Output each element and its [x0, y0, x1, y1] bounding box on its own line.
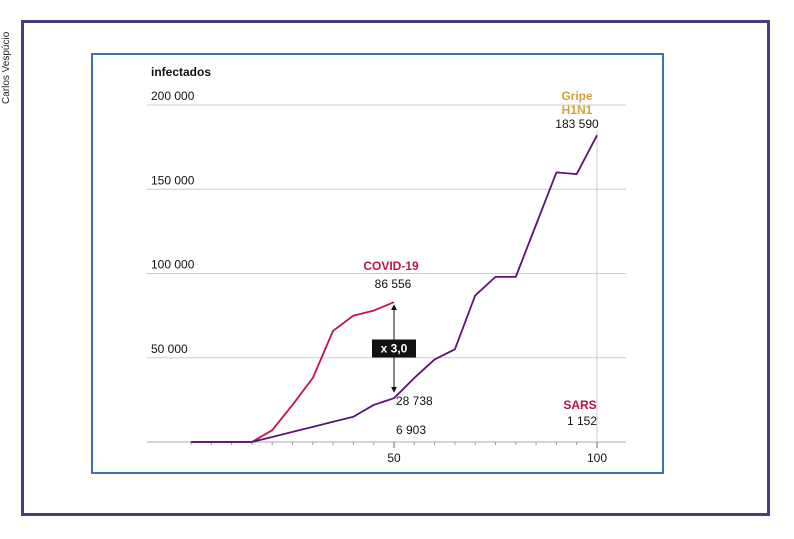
h1n1-label-line2: H1N1: [562, 103, 593, 117]
covid-end-value: 86 556: [375, 277, 412, 291]
h1n1-series-line: [191, 134, 598, 443]
sars-mid-value: 6 903: [396, 423, 426, 437]
h1n1-end-value: 183 590: [555, 117, 599, 131]
y-tick-label: 100 000: [151, 258, 195, 272]
x-tick-label: 100: [587, 451, 607, 465]
x-tick-label: 50: [387, 451, 401, 465]
ratio-box: [372, 339, 416, 358]
chart-frame: [91, 53, 664, 474]
y-axis-label: infectados: [151, 65, 211, 79]
covid-label: COVID-19: [363, 259, 419, 273]
y-tick-label: 200 000: [151, 89, 195, 103]
outer-frame: [21, 20, 770, 516]
covid-series-line: [191, 301, 395, 443]
h1n1-mid-value: 28 738: [396, 394, 433, 408]
y-tick-label: 150 000: [151, 173, 195, 187]
h1n1-label-line1: Gripe: [561, 89, 593, 103]
sars-label: SARS: [563, 398, 596, 412]
y-tick-label: 50 000: [151, 342, 188, 356]
ratio-label: x 3,0: [381, 341, 408, 355]
sars-end-value: 1 152: [567, 414, 597, 428]
